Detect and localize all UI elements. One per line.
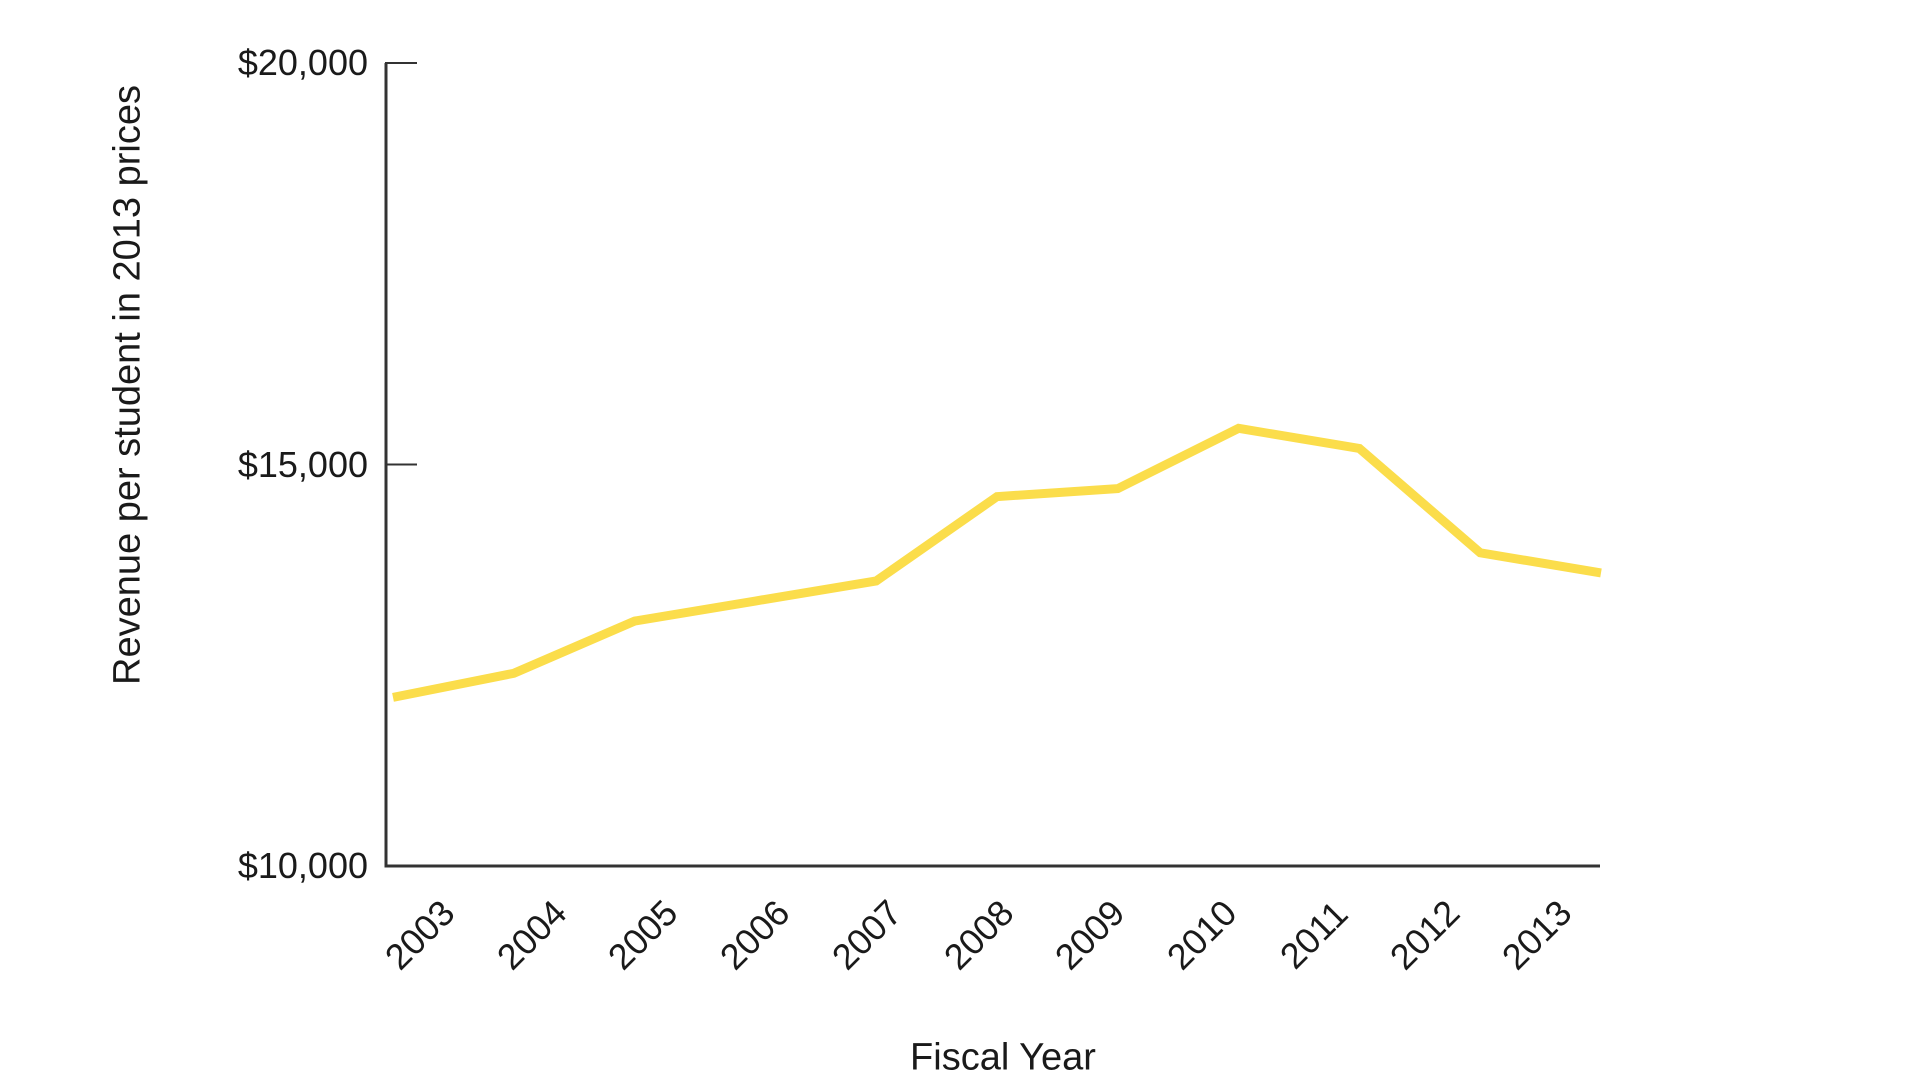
revenue-line-series: [392, 423, 1602, 702]
x-axis-title: Fiscal Year: [910, 1036, 1096, 1079]
y-tick-label: $20,000: [237, 42, 368, 83]
y-axis-title: Revenue per student in 2013 prices: [106, 85, 149, 685]
y-tick-label: $10,000: [237, 845, 368, 886]
y-tick-label: $15,000: [237, 443, 368, 485]
